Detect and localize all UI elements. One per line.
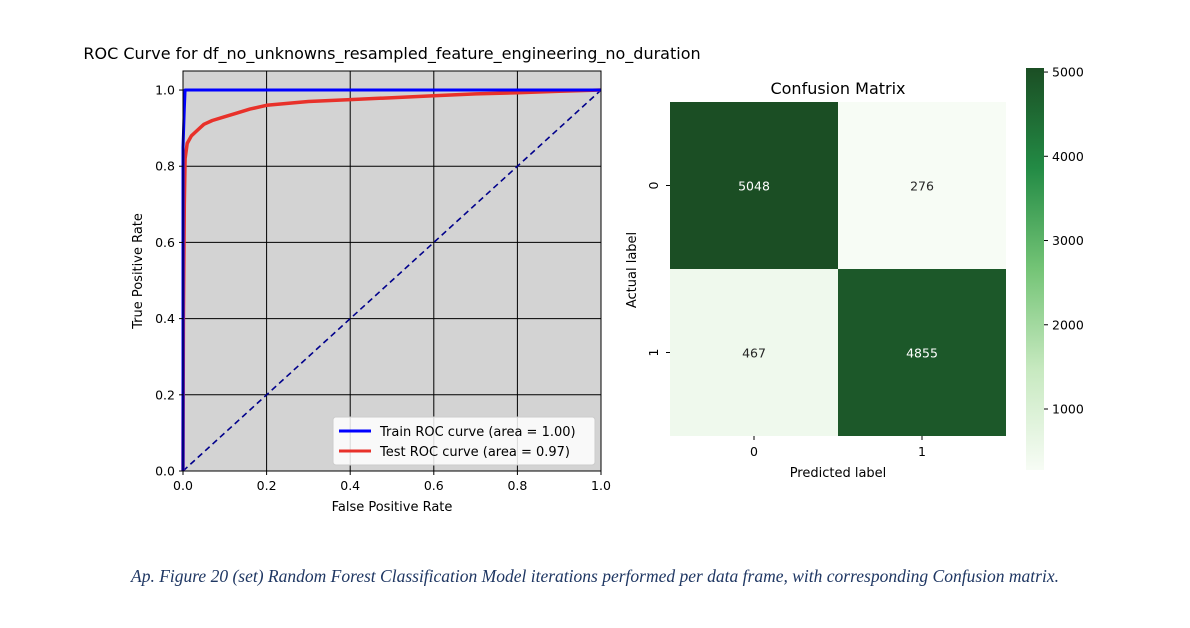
roc-reference-line (182, 89, 602, 472)
cm-ylabel: Actual label (625, 232, 640, 308)
cm-cell (838, 102, 1006, 269)
cm-cells: 5048 276 467 4855 (670, 102, 1006, 436)
roc-ticks: 0.0 0.2 0.4 0.6 0.8 1.0 0.0 0.2 0.4 0.6 0.8 1.0 (155, 83, 611, 493)
roc-xlabel: False Positive Rate (332, 500, 453, 515)
cm-cell-value: 4855 (906, 346, 938, 361)
roc-xtick-label: 0.2 (257, 478, 277, 493)
colorbar (1026, 68, 1044, 470)
roc-title: ROC Curve for df_no_unknowns_resampled_f… (83, 44, 700, 64)
colorbar-tick-label: 4000 (1052, 149, 1084, 164)
roc-ytick-label: 0.4 (155, 311, 175, 326)
figure-caption: Ap. Figure 20 (set) Random Forest Classi… (131, 566, 1059, 586)
legend-label-train: Train ROC curve (area = 1.00) (379, 425, 576, 440)
roc-ytick-label: 0.0 (155, 464, 175, 479)
cm-cell (670, 102, 838, 269)
cm-xtick-label: 1 (918, 444, 926, 459)
roc-xtick-label: 0.6 (424, 478, 444, 493)
cm-cell-value: 276 (910, 179, 934, 194)
cm-title: Confusion Matrix (770, 79, 905, 98)
roc-ylabel: True Positive Rate (131, 213, 146, 330)
cm-xlabel: Predicted label (790, 466, 887, 481)
roc-plot-frame (182, 70, 602, 472)
roc-ytick-label: 0.6 (155, 235, 175, 250)
roc-xtick-label: 0.8 (507, 478, 527, 493)
cm-xtick-label: 0 (750, 444, 758, 459)
colorbar-tick-label: 3000 (1052, 233, 1084, 248)
confusion-matrix-chart: Confusion Matrix 5048 276 467 4855 0 1 0 1 Pre… (625, 65, 1084, 481)
roc-plot-background (183, 71, 601, 471)
colorbar-tick-label: 1000 (1052, 402, 1084, 417)
legend-label-test: Test ROC curve (area = 0.97) (379, 445, 570, 460)
roc-ytick-label: 0.2 (155, 387, 175, 402)
cm-cell-value: 5048 (738, 179, 770, 194)
colorbar-tick-label: 5000 (1052, 65, 1084, 80)
legend-box (332, 416, 596, 466)
cm-ytick-label: 1 (646, 349, 661, 357)
cm-cell-value: 467 (742, 346, 766, 361)
roc-xtick-label: 1.0 (591, 478, 611, 493)
figure: ROC Curve for df_no_unknowns_resampled_f… (83, 44, 1084, 515)
roc-legend: Train ROC curve (area = 1.00) Test ROC c… (332, 416, 596, 466)
roc-xtick-label: 0.0 (173, 478, 193, 493)
roc-series-test (181, 88, 602, 472)
cm-ytick-label: 0 (646, 181, 661, 189)
cm-cell (838, 269, 1006, 436)
cm-ticks: 0 1 0 1 (646, 181, 926, 459)
colorbar-tick-label: 2000 (1052, 317, 1084, 332)
cm-cell (670, 269, 838, 436)
roc-ytick-label: 0.8 (155, 159, 175, 174)
roc-chart: ROC Curve for df_no_unknowns_resampled_f… (83, 44, 700, 515)
roc-ytick-label: 1.0 (155, 83, 175, 98)
roc-xtick-label: 0.4 (340, 478, 360, 493)
colorbar-ticks: 1000 2000 3000 4000 5000 (1044, 65, 1084, 417)
